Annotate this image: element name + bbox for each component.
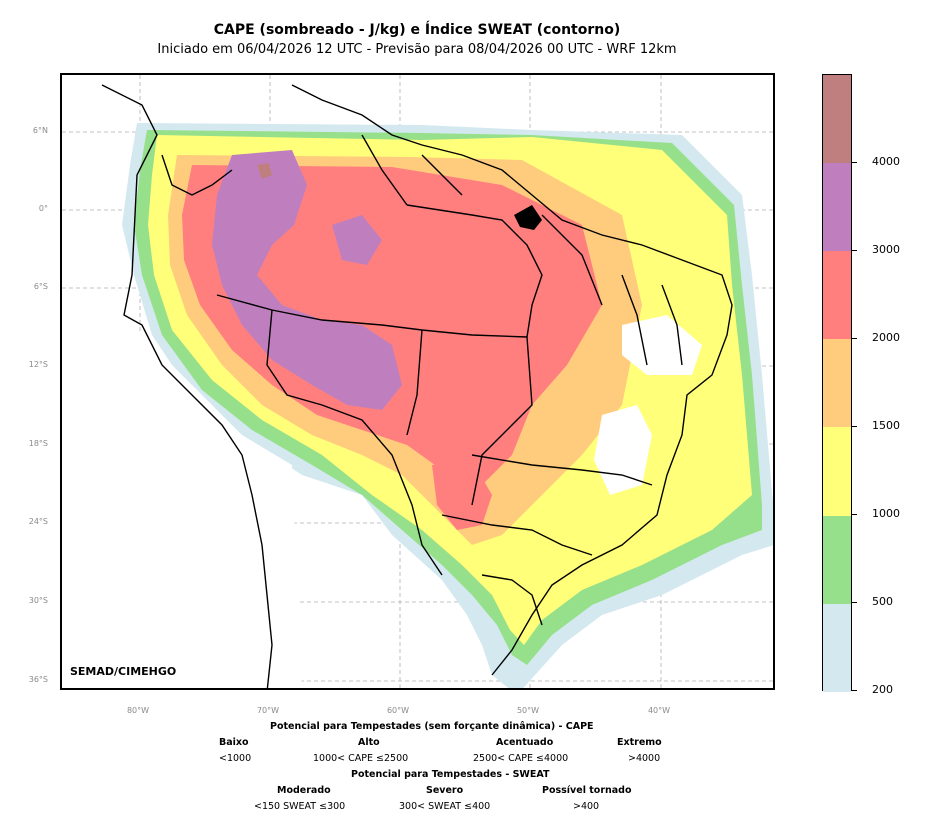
lat-label: 24°S	[28, 517, 48, 526]
legend-sweat-name: Possível tornado	[542, 785, 632, 796]
colorbar-segment	[823, 251, 851, 339]
colorbar-tick	[852, 162, 857, 163]
legend-cape-name: Alto	[358, 737, 380, 748]
colorbar-segment	[823, 339, 851, 427]
lat-label: 6°N	[32, 126, 48, 135]
legend-cape-header: Potencial para Tempestades (sem forçante…	[270, 721, 594, 732]
marajo-island	[514, 205, 542, 230]
map-title: CAPE (sombreado - J/kg) e Índice SWEAT (…	[213, 22, 621, 38]
lon-label: 80°W	[126, 706, 150, 715]
cape-2000-3000	[182, 165, 602, 485]
legend-cape-range: 1000< CAPE ≤2500	[313, 753, 409, 764]
colorbar-segment	[823, 516, 851, 604]
legend-sweat-range: >400	[573, 801, 600, 812]
colorbar-label: 500	[872, 595, 893, 608]
cape-3000-4000-east	[332, 215, 382, 265]
legend-sweat-range: 300< SWEAT ≤400	[399, 801, 491, 812]
cape-shading	[122, 123, 773, 688]
colorbar-tick	[852, 426, 857, 427]
lon-label: 70°W	[256, 706, 280, 715]
legend-sweat-header: Potencial para Tempestades - SWEAT	[351, 769, 550, 780]
colorbar-label: 4000	[872, 155, 900, 168]
legend-cape-name: Acentuado	[496, 737, 554, 748]
colorbar-segment	[823, 427, 851, 516]
colorbar-segment	[823, 75, 851, 163]
colorbar-label: 200	[872, 683, 893, 696]
legend-cape-name: Extremo	[617, 737, 662, 748]
dry-areas	[62, 315, 702, 688]
legend-sweat-range: <150 SWEAT ≤300	[254, 801, 346, 812]
colorbar-segment	[823, 604, 851, 692]
colorbar-label: 1000	[872, 507, 900, 520]
map-panel[interactable]: SEMAD/CIMEHGO	[60, 73, 775, 690]
map-subtitle: Iniciado em 06/04/2026 12 UTC - Previsão…	[157, 42, 677, 57]
cape-3000-4000	[212, 150, 402, 410]
colorbar-segment	[823, 163, 851, 251]
legend-sweat-name: Moderado	[277, 785, 331, 796]
colorbar-label: 1500	[872, 419, 900, 432]
colorbar-tick	[852, 338, 857, 339]
legend-cape-range: 2500< CAPE ≤4000	[473, 753, 569, 764]
legend-sweat-name: Severo	[426, 785, 464, 796]
lon-label: 50°W	[516, 706, 540, 715]
cape-4000-plus	[257, 163, 272, 179]
cape-field-map	[62, 75, 773, 688]
colorbar-label: 2000	[872, 331, 900, 344]
lat-label: 6°S	[33, 282, 48, 291]
colorbar	[822, 74, 852, 692]
colorbar-tick	[852, 690, 857, 691]
lat-label: 36°S	[28, 675, 48, 684]
borders	[101, 84, 733, 688]
colorbar-tick	[852, 250, 857, 251]
lon-label: 40°W	[647, 706, 671, 715]
legend-cape-name: Baixo	[219, 737, 249, 748]
colorbar-tick	[852, 602, 857, 603]
credit-label: SEMAD/CIMEHGO	[70, 665, 177, 678]
lat-label: 12°S	[28, 360, 48, 369]
lat-label: 0°	[38, 204, 48, 213]
colorbar-label: 3000	[872, 243, 900, 256]
lat-label: 30°S	[28, 596, 48, 605]
lon-label: 60°W	[386, 706, 410, 715]
legend-cape-range: <1000	[219, 753, 252, 764]
legend-cape-range: >4000	[628, 753, 661, 764]
colorbar-tick	[852, 514, 857, 515]
lat-label: 18°S	[28, 439, 48, 448]
